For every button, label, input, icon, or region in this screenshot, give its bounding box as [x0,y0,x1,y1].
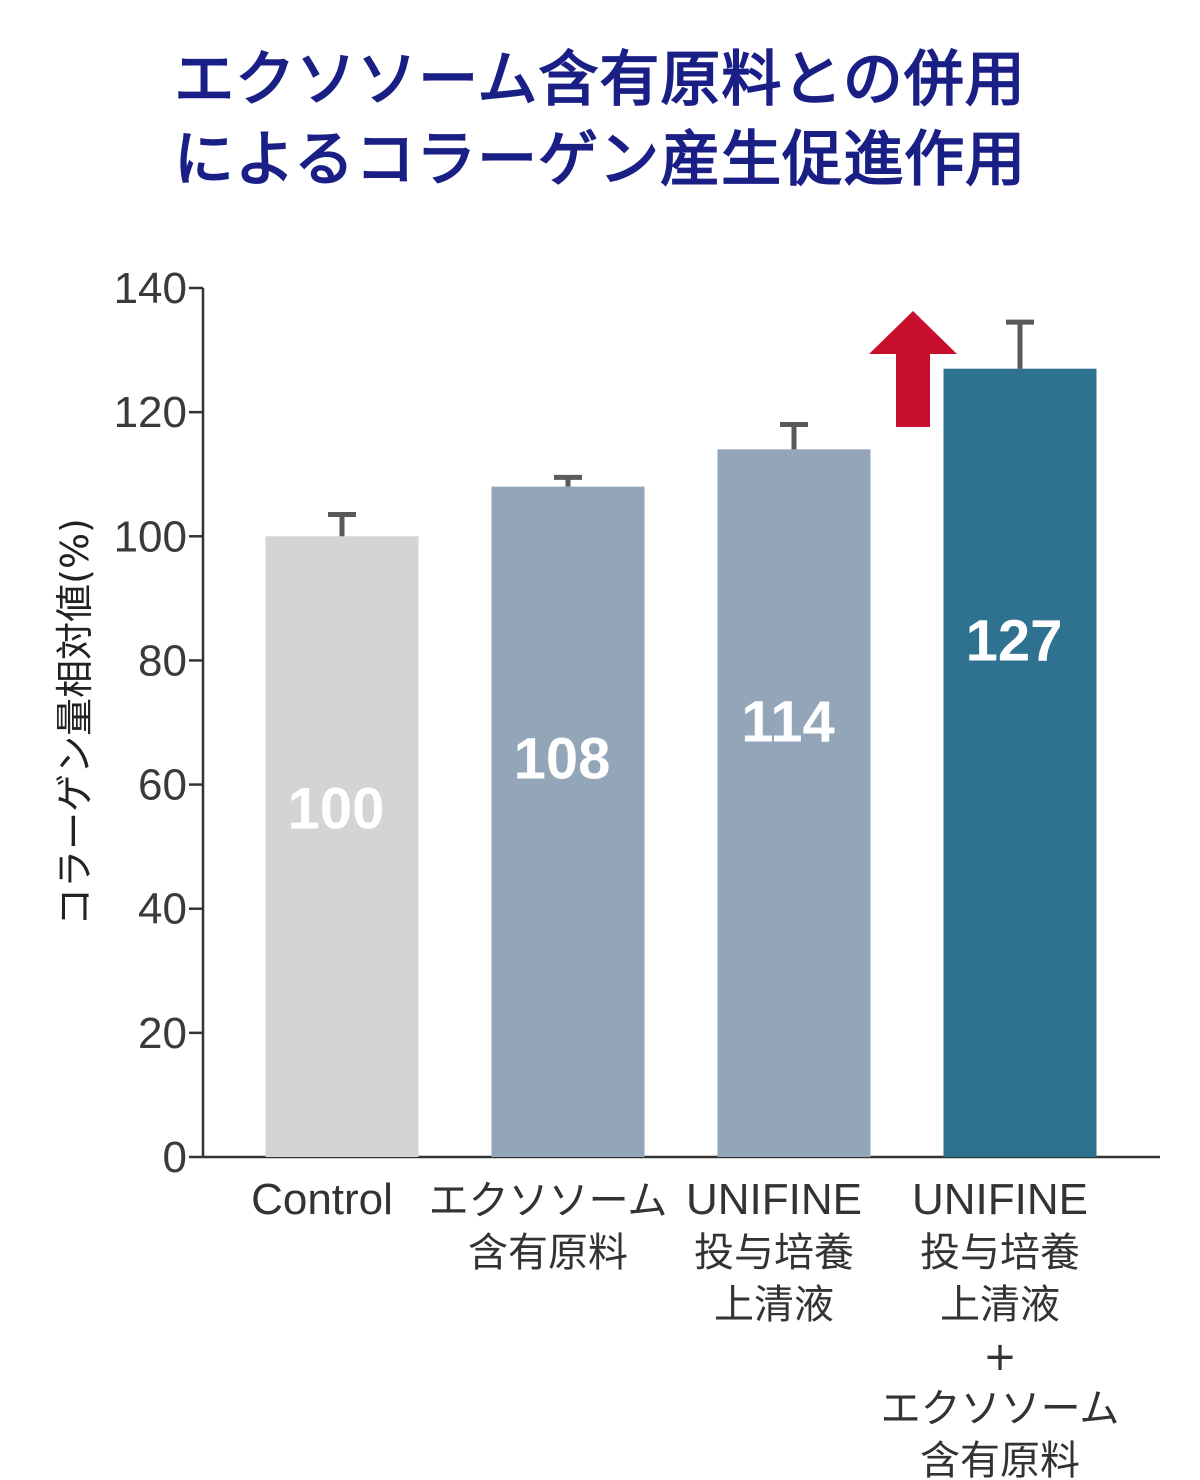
category-label: 投与培養 [694,1230,854,1276]
data-label: 108 [514,727,611,792]
bar [717,449,871,1157]
y-axis-title: コラーゲン量相対値(%) [53,518,97,926]
y-tick-label: 100 [114,512,187,561]
category-label: エクソソーム [429,1178,668,1224]
category-label: 含有原料 [468,1230,628,1276]
data-label: 127 [966,609,1063,674]
y-tick-label: 120 [114,388,187,437]
category-label: Control [251,1175,393,1224]
chart-subtitle: によるコラーゲン産生促進作用 [173,125,1027,195]
category-label: + [983,1334,1017,1380]
category-label: エクソソーム [881,1386,1120,1432]
data-label: 114 [741,689,835,754]
data-label: 100 [288,776,385,841]
y-tick-label: 20 [138,1009,187,1058]
y-tick-label: 60 [138,761,187,810]
up-arrow-icon [869,311,957,427]
bar [265,536,419,1157]
category-label: 上清液 [714,1282,834,1328]
bar [943,368,1097,1157]
category-label: 上清液 [940,1282,1060,1328]
chart-title: エクソソーム含有原料との併用 [174,45,1026,115]
category-label: UNIFINE [912,1175,1088,1224]
y-tick-label: 80 [138,636,187,685]
y-tick-label: 140 [114,264,187,313]
bar [491,486,645,1158]
category-label: UNIFINE [686,1175,862,1224]
y-tick-label: 40 [138,885,187,934]
category-label: 投与培養 [920,1230,1080,1276]
y-tick-label: 0 [163,1133,187,1182]
category-label: 含有原料 [920,1438,1080,1480]
